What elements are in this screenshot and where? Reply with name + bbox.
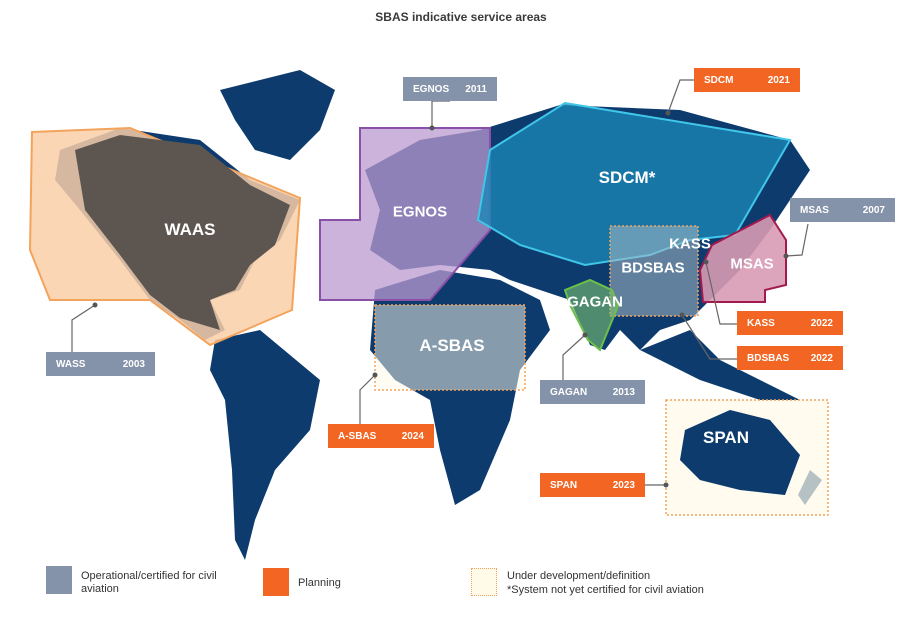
callout-gagan: GAGAN 2013 — [540, 380, 645, 404]
region-label-bdsbas: BDSBAS — [621, 259, 685, 277]
callout-sdcm: SDCM 2021 — [694, 68, 800, 92]
region-label-gagan: GAGAN — [567, 293, 623, 311]
callout-name: KASS — [747, 317, 775, 329]
callout-year: 2011 — [465, 83, 487, 95]
callout-bdsbas: BDSBAS 2022 — [737, 346, 843, 370]
bdsbas-area — [609, 225, 699, 317]
southeast-asia — [640, 330, 800, 400]
callout-name: EGNOS — [413, 83, 450, 95]
msas-area — [698, 213, 787, 303]
callout-year: 2022 — [810, 352, 833, 364]
callout-year: 2023 — [612, 479, 635, 491]
australia-overlay — [680, 410, 800, 495]
legend-under-development: Under development/definition — [507, 570, 651, 582]
callout-name: SDCM — [704, 74, 734, 86]
callout-msas: MSAS 2007 — [790, 198, 895, 222]
callout-name: A-SBAS — [338, 430, 377, 442]
callout-egnos: EGNOS 2011 — [403, 77, 497, 101]
egnos-area — [319, 127, 491, 301]
south-america — [210, 330, 320, 560]
legend-footnote: *System not yet certified for civil avia… — [507, 584, 704, 596]
callout-wass: WASS 2003 — [46, 352, 155, 376]
region-label-egnos: EGNOS — [392, 203, 448, 221]
region-label-msas: MSAS — [730, 255, 774, 273]
region-label-asbas: A-SBAS — [419, 336, 485, 355]
region-label-waas: WAAS — [164, 220, 216, 239]
callout-year: 2013 — [612, 386, 635, 398]
callout-name: BDSBAS — [747, 352, 790, 364]
legend-swatch-planning — [263, 568, 289, 596]
legend-swatch-operational — [46, 566, 72, 594]
gagan-area — [563, 278, 620, 352]
callout-name: GAGAN — [550, 386, 588, 398]
callout-year: 2021 — [767, 74, 790, 86]
legend-planning: Planning — [298, 577, 341, 589]
map-title: SBAS indicative service areas — [375, 10, 547, 24]
callout-asbas: A-SBAS 2024 — [328, 424, 434, 448]
legend-swatch-under-development — [471, 568, 497, 596]
region-label-sdcm: SDCM* — [598, 168, 656, 187]
callout-year: 2022 — [810, 317, 833, 329]
callout-name: WASS — [56, 358, 86, 370]
callout-name: MSAS — [800, 204, 829, 216]
leader-dots — [92, 110, 789, 488]
legend-operational: Operational/certified for civil aviation — [81, 570, 217, 595]
asbas-area — [374, 304, 526, 391]
callout-year: 2007 — [862, 204, 885, 216]
callout-year: 2003 — [122, 358, 145, 370]
waas-land-overlay — [75, 135, 290, 330]
greenland — [220, 70, 335, 160]
callout-kass: KASS 2022 — [737, 311, 843, 335]
callout-year: 2024 — [401, 430, 424, 442]
region-label-kass: KASS — [669, 235, 711, 253]
callout-span: SPAN 2023 — [540, 473, 645, 497]
callout-name: SPAN — [550, 479, 578, 491]
leader-lines — [71, 79, 809, 486]
region-label-span: SPAN — [703, 428, 749, 447]
